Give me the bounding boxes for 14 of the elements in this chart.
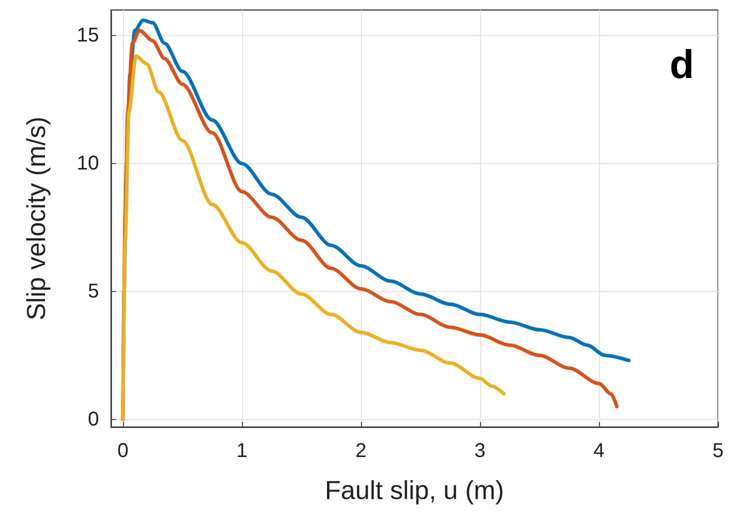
x-tick-label: 4 <box>593 440 605 462</box>
x-tick-label: 0 <box>117 440 128 462</box>
line-series <box>121 54 506 422</box>
y-tick-label: 10 <box>76 152 99 174</box>
annotation: d <box>670 43 694 87</box>
x-tick-label: 1 <box>236 440 248 462</box>
y-tick-label: 15 <box>76 24 99 47</box>
y-tick-label: 0 <box>88 408 99 430</box>
x-tick-label: 2 <box>355 440 367 462</box>
y-tick-label: 5 <box>88 280 99 302</box>
x-tick-label: 3 <box>474 440 486 462</box>
x-tick-label: 5 <box>712 440 724 462</box>
x-axis-title: Fault slip, u (m) <box>324 475 504 505</box>
y-axis-title: Slip velocity (m/s) <box>21 116 51 320</box>
